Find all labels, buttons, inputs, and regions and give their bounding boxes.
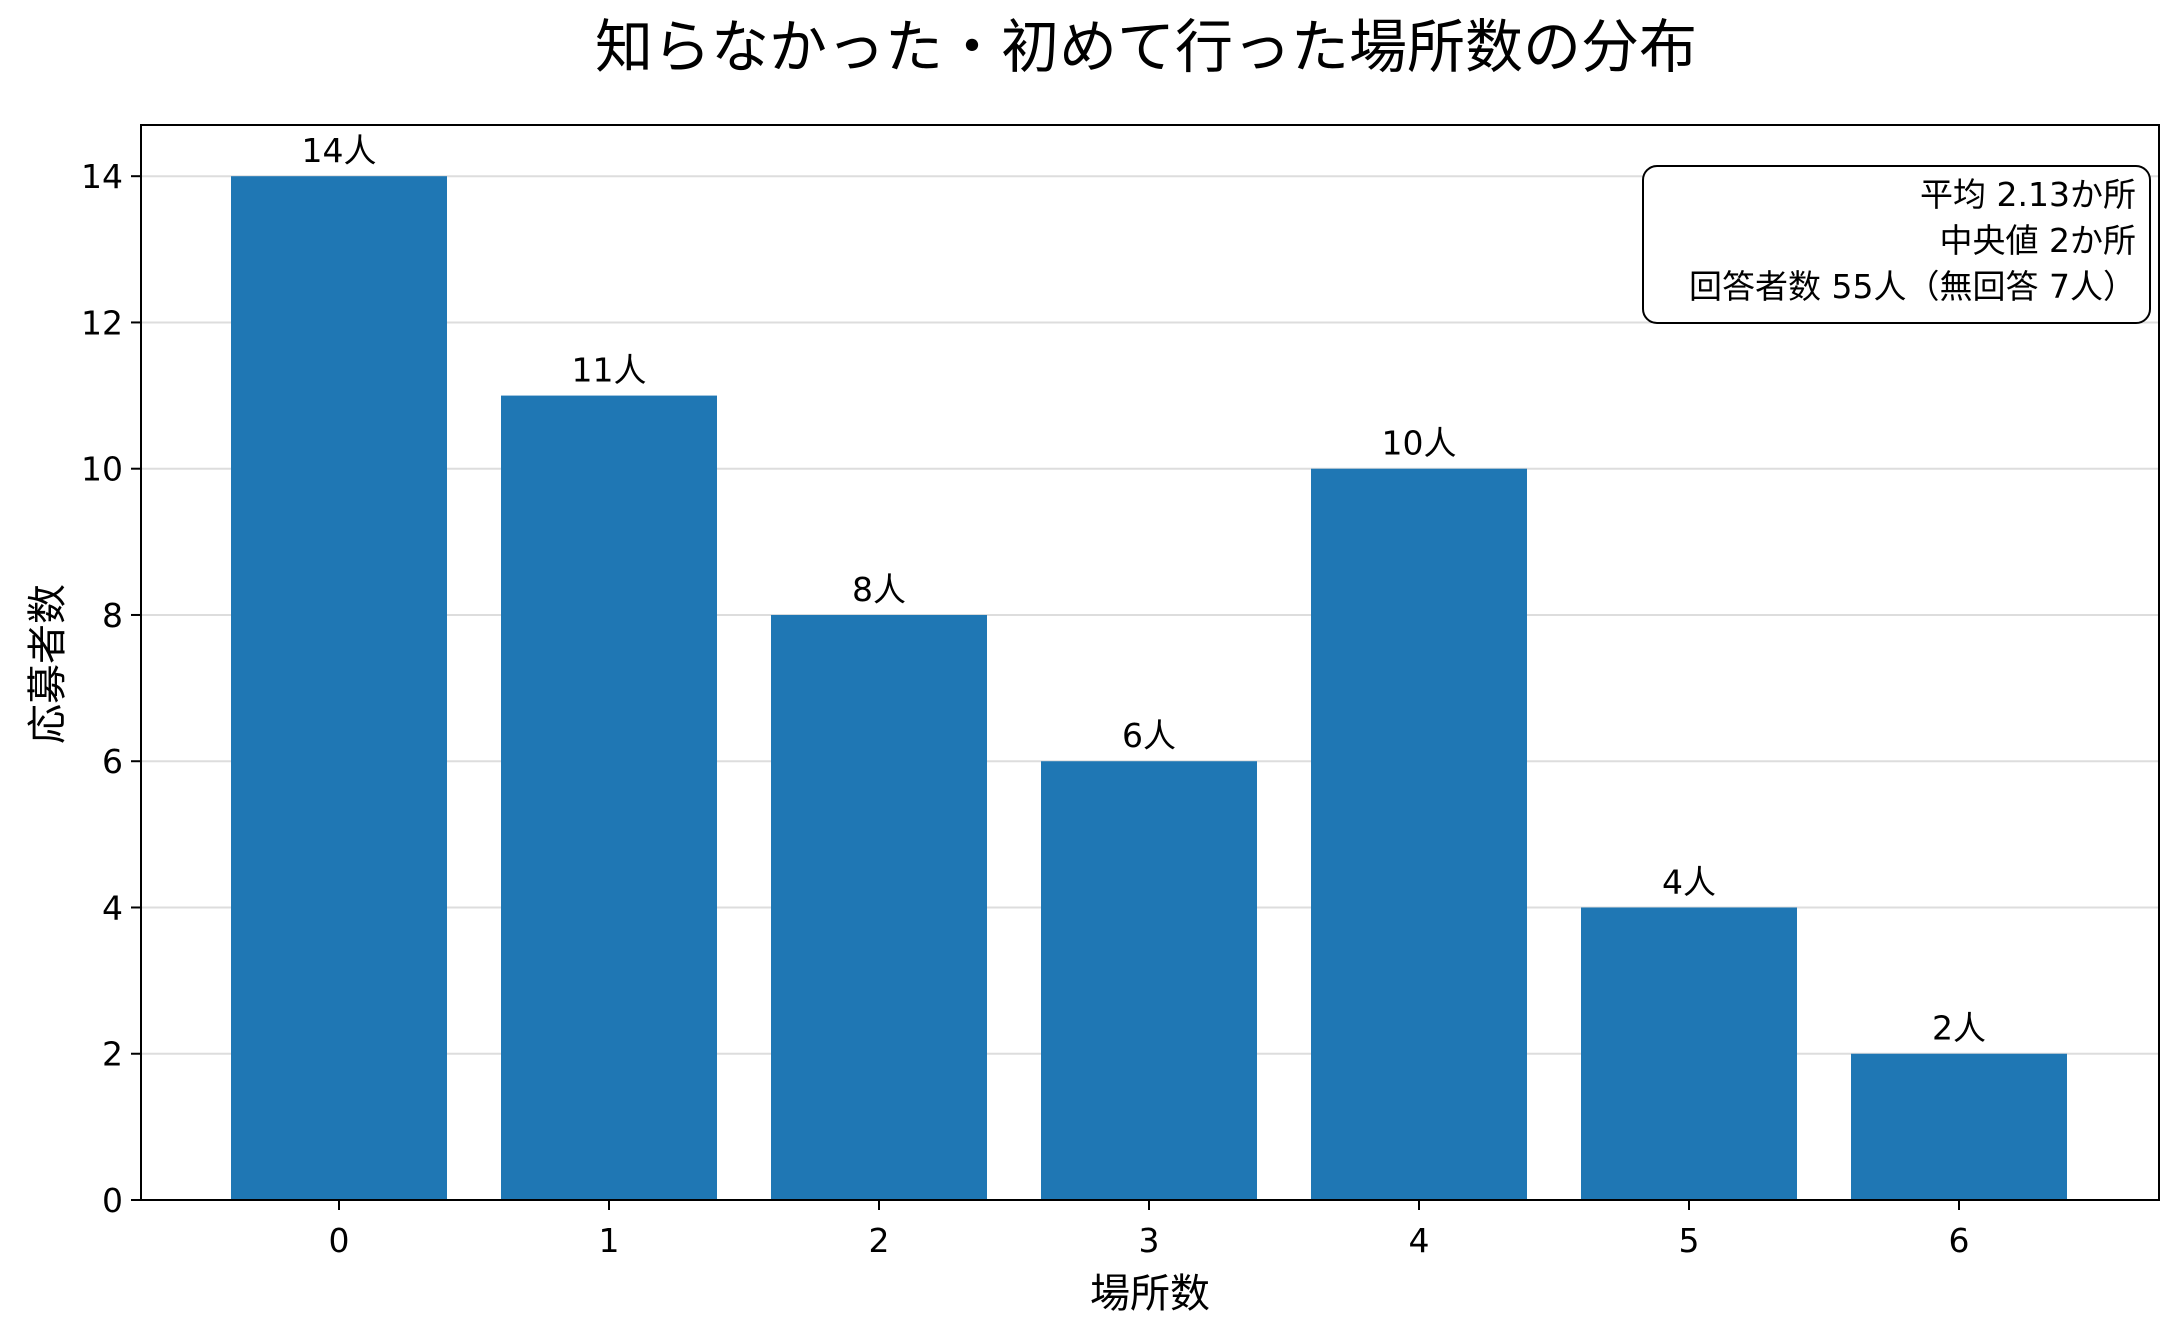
y-tick-label: 10: [81, 450, 123, 489]
y-tick-label: 4: [102, 888, 123, 927]
plot-frame: [140, 124, 2160, 1201]
stats-mean: 平均 2.13か所: [1920, 175, 2136, 214]
bar-labels: 14人 11人 8人 6人 10人 4人 2人: [302, 131, 1987, 1048]
bar: [231, 176, 447, 1200]
y-axis-label: 応募者数: [25, 584, 71, 744]
x-tick-label: 3: [1139, 1221, 1160, 1260]
bar-value-label: 14人: [302, 131, 377, 170]
bar-value-label: 10人: [1382, 424, 1457, 463]
y-tick-label: 12: [81, 303, 123, 342]
y-tick-label: 2: [102, 1035, 123, 1074]
x-tick-label: 0: [329, 1221, 350, 1260]
x-tick-label: 5: [1679, 1221, 1700, 1260]
y-tick-label: 6: [102, 742, 123, 781]
x-tick-label: 6: [1949, 1221, 1970, 1260]
bar-value-label: 11人: [572, 351, 647, 390]
y-axis-ticks: 0 2 4 6 8 10 12 14: [81, 157, 141, 1220]
stats-respondents: 回答者数 55人（無回答 7人）: [1689, 267, 2136, 306]
bar: [1851, 1053, 2067, 1200]
bars: [231, 176, 2067, 1200]
bar-value-label: 4人: [1662, 862, 1716, 901]
bar: [1311, 468, 1527, 1200]
y-tick-label: 8: [102, 596, 123, 635]
y-tick-label: 0: [102, 1181, 123, 1220]
stats-median: 中央値 2か所: [1940, 221, 2137, 260]
bar-value-label: 6人: [1122, 716, 1176, 755]
bar: [1041, 761, 1257, 1200]
x-tick-label: 4: [1409, 1221, 1430, 1260]
x-axis-label: 場所数: [1090, 1271, 1210, 1317]
stats-box: 平均 2.13か所 中央値 2か所 回答者数 55人（無回答 7人）: [1642, 165, 2151, 324]
bar-value-label: 2人: [1932, 1009, 1986, 1048]
y-tick-label: 14: [81, 157, 123, 196]
x-tick-label: 2: [869, 1221, 890, 1260]
bar: [501, 395, 717, 1200]
chart-title: 知らなかった・初めて行った場所数の分布: [595, 13, 1697, 81]
bar: [771, 614, 987, 1200]
stats-box-frame: [1642, 165, 2151, 324]
bar: [1581, 907, 1797, 1200]
bar-value-label: 8人: [852, 570, 906, 609]
x-tick-label: 1: [599, 1221, 620, 1260]
x-axis-ticks: 0 1 2 3 4 5 6: [329, 1200, 1970, 1260]
